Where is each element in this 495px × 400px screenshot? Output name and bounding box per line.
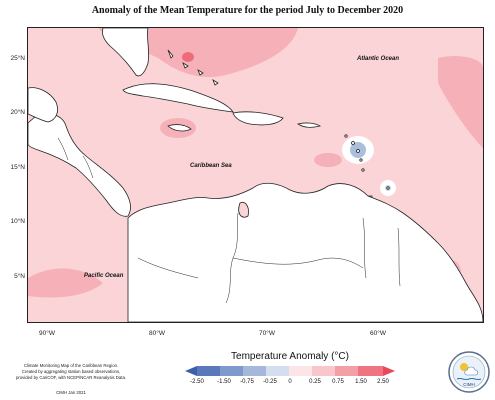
credits-text: Climate Monitoring Map of the Caribbean … xyxy=(6,363,136,381)
land-bahamas-1 xyxy=(167,49,174,59)
legend-swatch-5 xyxy=(289,366,312,376)
land-hispaniola xyxy=(232,111,284,126)
ocean-label-caribbean: Caribbean Sea xyxy=(190,163,232,169)
land-jamaica xyxy=(167,124,192,132)
footer-text: CIMH Jan 2021 xyxy=(56,390,86,395)
land-bahamas-3 xyxy=(197,69,204,76)
land-barbados xyxy=(386,186,390,190)
legend-colorbar xyxy=(185,366,395,376)
map-panel xyxy=(27,27,484,323)
logo-text: CIMH xyxy=(463,382,475,387)
logo-wave xyxy=(456,377,482,381)
legend-swatch-1 xyxy=(197,366,220,376)
border-colombia-ecuador xyxy=(137,257,199,279)
landmass-group xyxy=(28,28,483,322)
legend-tick-neg-1-50: -1.50 xyxy=(217,379,231,385)
lon-label-80w: 80°W xyxy=(149,330,165,337)
land-puerto-rico xyxy=(297,122,322,128)
border-venezuela-brazil xyxy=(232,257,364,269)
lon-label-70w: 70°W xyxy=(259,330,275,337)
land-florida xyxy=(102,28,149,77)
legend-tick-0-75: 0.75 xyxy=(332,379,344,385)
legend-swatch-7 xyxy=(335,366,358,376)
lake-maracaibo xyxy=(238,201,249,218)
land-antilles-5 xyxy=(361,168,365,172)
legend-swatch-2 xyxy=(220,366,243,376)
credits-line-1: Climate Monitoring Map of the Caribbean … xyxy=(23,363,119,368)
logo-sun xyxy=(460,363,468,371)
lat-label-20n: 20°N xyxy=(10,109,25,116)
lat-label-25n: 25°N xyxy=(10,55,25,62)
country-borders xyxy=(57,137,401,304)
anomaly-patch-hot-bahamas xyxy=(182,52,194,62)
land-bahamas-4 xyxy=(212,79,219,86)
legend-arrow-left xyxy=(185,366,197,376)
legend-swatch-6 xyxy=(312,366,335,376)
lat-label-10n: 10°N xyxy=(10,218,25,225)
legend-title: Temperature Anomaly (°C) xyxy=(231,351,349,362)
legend-tick-2-50: 2.50 xyxy=(377,379,389,385)
ocean-label-atlantic: Atlantic Ocean xyxy=(357,56,400,62)
legend-tick-zero: 0 xyxy=(288,379,292,385)
border-suriname xyxy=(397,227,401,287)
border-central-america-1 xyxy=(57,137,69,161)
land-antilles-2 xyxy=(351,141,355,145)
legend-tick-neg-2-50: -2.50 xyxy=(190,379,204,385)
map-title: Anomaly of the Mean Temperature for the … xyxy=(91,5,404,16)
land-antilles-4 xyxy=(359,158,363,162)
cimh-logo-icon: CIMH xyxy=(448,351,490,393)
land-south-america xyxy=(127,182,483,322)
anomaly-patch-warm-east xyxy=(438,56,483,148)
legend-swatch-3 xyxy=(243,366,266,376)
land-central-america xyxy=(28,113,131,217)
ocean-label-pacific: Pacific Ocean xyxy=(84,273,124,279)
credits-line-3: provided by CariCOF, with NCEP/NCAR Rean… xyxy=(15,375,127,380)
legend-arrow-right xyxy=(383,366,395,376)
lat-label-15n: 15°N xyxy=(10,164,25,171)
legend-tick-neg-0-75: -0.75 xyxy=(240,379,254,385)
lon-label-90w: 90°W xyxy=(39,330,55,337)
land-antilles-3 xyxy=(356,149,360,153)
anomaly-patch-warm-pacific xyxy=(28,268,103,298)
legend-swatch-8 xyxy=(358,366,383,376)
land-bahamas-2 xyxy=(182,62,189,69)
legend-tick-0-25: 0.25 xyxy=(309,379,321,385)
legend-tick-1-50: 1.50 xyxy=(355,379,367,385)
lat-label-5n: 5°N xyxy=(14,273,25,280)
anomaly-patch-warm-central xyxy=(314,153,342,167)
border-central-america-2 xyxy=(82,155,94,179)
border-guyana xyxy=(362,217,367,279)
logo-cloud xyxy=(464,366,479,376)
legend-tick-neg-0-25: -0.25 xyxy=(263,379,277,385)
legend-swatch-4 xyxy=(266,366,289,376)
land-antilles-1 xyxy=(344,134,348,138)
anomaly-map xyxy=(28,28,483,322)
land-cuba xyxy=(122,83,234,113)
credits-line-2: Created by aggregating station based obs… xyxy=(21,369,121,374)
lon-label-60w: 60°W xyxy=(370,330,386,337)
land-yucatan xyxy=(28,87,58,123)
